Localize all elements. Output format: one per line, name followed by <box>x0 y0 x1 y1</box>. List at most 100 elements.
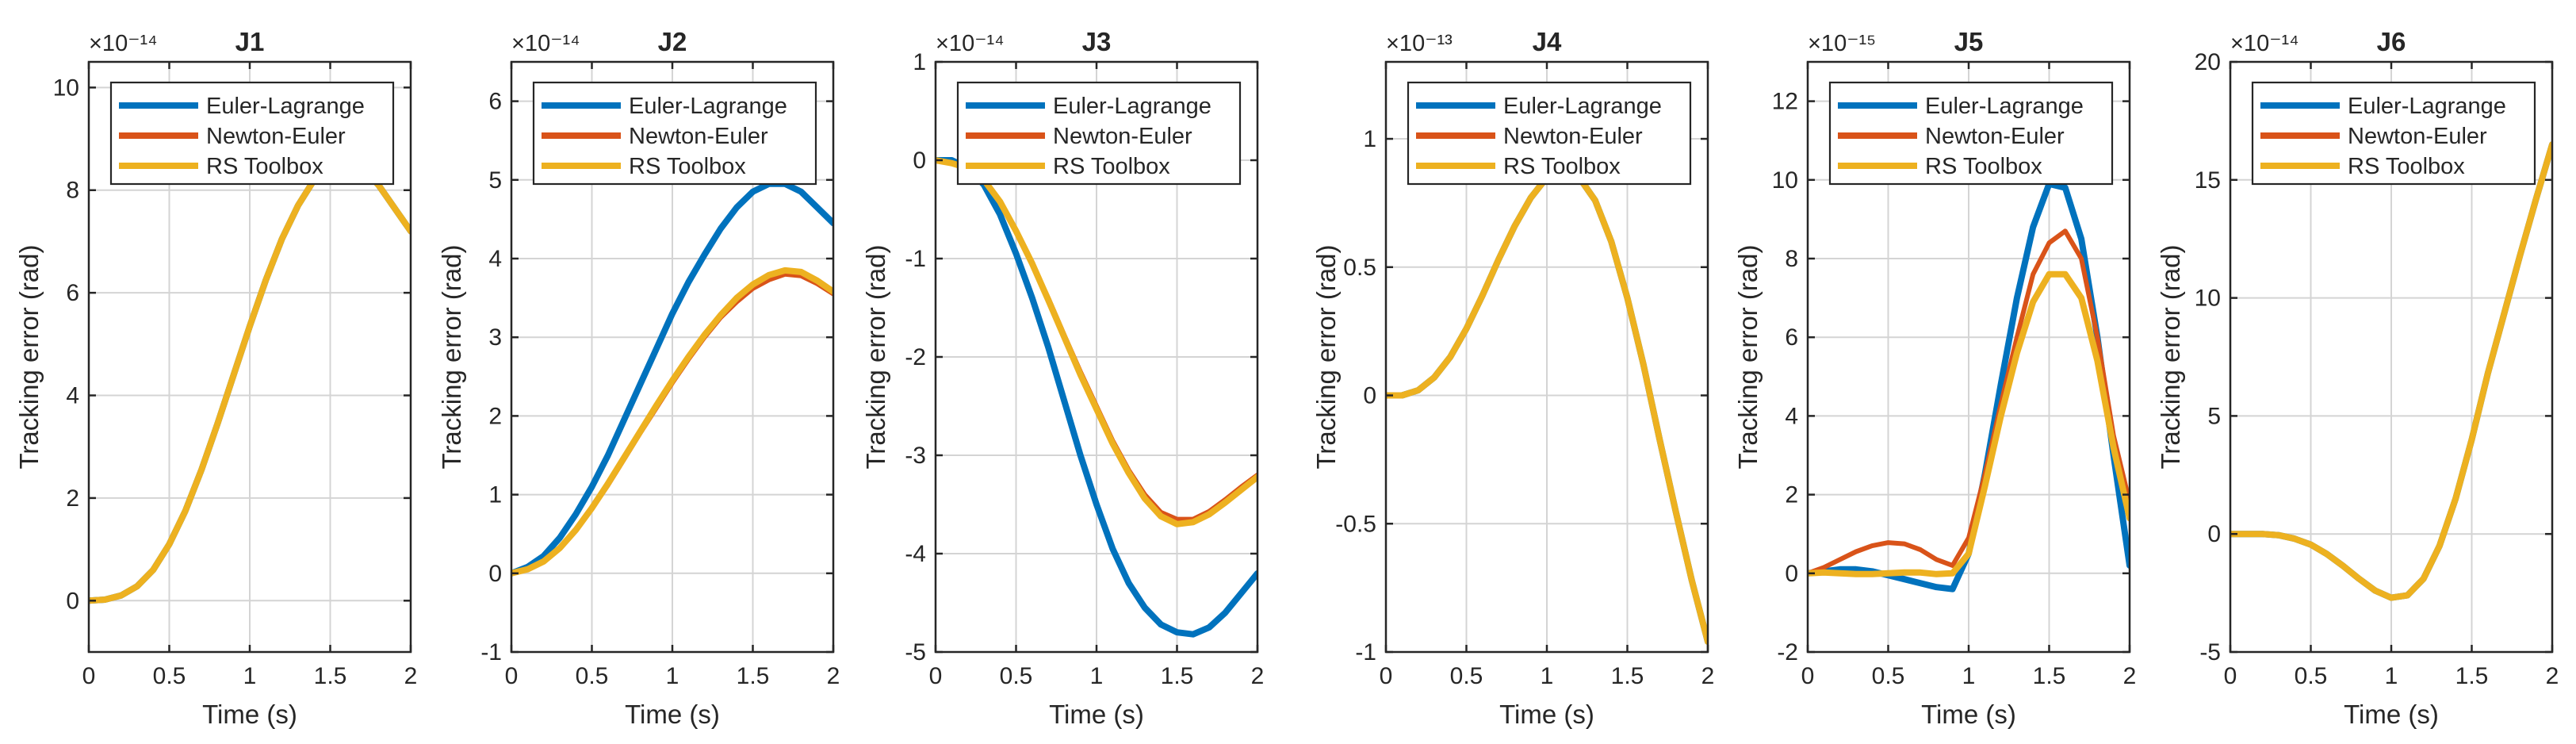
chart-2-xlabel: Time (s) <box>625 700 720 729</box>
chart-3-legend-label: RS Toolbox <box>1053 154 1170 179</box>
chart-6-ytick-label: 10 <box>2195 286 2221 312</box>
chart-5-xtick-label: 1 <box>1962 663 1976 689</box>
chart-1-xtick-label: 2 <box>404 663 418 689</box>
chart-5-ylabel: Tracking error (rad) <box>1733 245 1763 470</box>
chart-6-series-group <box>2230 141 2552 601</box>
chart-2-ytick-label: 3 <box>488 324 502 351</box>
chart-6-xtick-label: 0.5 <box>2295 663 2328 689</box>
chart-6-xtick-label: 1 <box>2385 663 2398 689</box>
chart-6-xtick-label: 1.5 <box>2455 663 2489 689</box>
chart-4-title: J4 <box>1533 27 1562 56</box>
chart-4-legend-label: Newton-Euler <box>1503 124 1643 149</box>
chart-5-ytick-label: 4 <box>1785 403 1798 429</box>
chart-2-xtick-label: 1.5 <box>737 663 770 689</box>
chart-4-xtick-label: 0.5 <box>1450 663 1483 689</box>
chart-2-ytick-label: 4 <box>488 246 502 272</box>
chart-1-ytick-label: 2 <box>66 485 79 512</box>
chart-4-xtick-label: 2 <box>1701 663 1715 689</box>
chart-1-ytick-label: 4 <box>66 383 79 409</box>
chart-5-ytick-label: 6 <box>1785 324 1798 351</box>
chart-1-xlabel: Time (s) <box>202 700 297 729</box>
chart-4-ytick-label: 1 <box>1363 126 1376 152</box>
chart-1-ytick-label: 10 <box>53 75 79 101</box>
chart-3-legend-label: Newton-Euler <box>1053 124 1192 149</box>
chart-5-legend-label: RS Toolbox <box>1925 154 2042 179</box>
chart-2-ytick-label: 5 <box>488 167 502 194</box>
chart-6-title: J6 <box>2377 27 2406 56</box>
chart-4-xtick-label: 1 <box>1541 663 1554 689</box>
chart-3-xtick-label: 1 <box>1090 663 1104 689</box>
chart-3-xtick-label: 1.5 <box>1161 663 1194 689</box>
chart-4-xtick-label: 0 <box>1380 663 1393 689</box>
chart-1-legend: Euler-Lagrange Newton-Euler RS Toolbox <box>109 81 395 186</box>
chart-5-ytick-label: 12 <box>1772 89 1798 115</box>
chart-5-exponent: ×10⁻¹⁵ <box>1808 31 1876 56</box>
chart-1-exponent: ×10⁻¹⁴ <box>89 31 158 56</box>
chart-5-xtick-label: 2 <box>2123 663 2137 689</box>
chart-3-series-euler-lagrange <box>936 157 1257 638</box>
chart-4-ytick-label: -1 <box>1355 639 1376 665</box>
chart-2-xtick-label: 0.5 <box>576 663 609 689</box>
chart-3-ytick-label: -3 <box>905 443 926 469</box>
chart-6-xtick-label: 2 <box>2546 663 2559 689</box>
chart-4-legend: Euler-Lagrange Newton-Euler RS Toolbox <box>1407 81 1692 186</box>
chart-5-xlabel: Time (s) <box>1921 700 2016 729</box>
chart-4-xtick-label: 1.5 <box>1611 663 1644 689</box>
chart-4-legend-label: RS Toolbox <box>1503 154 1621 179</box>
chart-5-ytick-label: 2 <box>1785 482 1798 508</box>
chart-3-ylabel: Tracking error (rad) <box>861 245 890 470</box>
chart-4: 0 0.5 1 1.5 2 -1 -0.5 0 0.5 1 ×10⁻¹³ J4 Time (s) Trac… <box>1311 27 1714 729</box>
chart-2-title: J2 <box>658 27 687 56</box>
chart-6-legend: Euler-Lagrange Newton-Euler RS Toolbox <box>2251 81 2536 186</box>
chart-2-legend-label: Euler-Lagrange <box>629 94 787 119</box>
chart-5-legend-label: Newton-Euler <box>1925 124 2065 149</box>
chart-2-series-rs-toolbox <box>511 267 833 577</box>
chart-2-ytick-label: 6 <box>488 89 502 115</box>
chart-1-ytick-label: 6 <box>66 280 79 306</box>
chart-3-exponent: ×10⁻¹⁴ <box>936 31 1005 56</box>
chart-3-ytick-label: 0 <box>913 148 926 174</box>
chart-6-ylabel: Tracking error (rad) <box>2156 245 2185 470</box>
chart-2-ytick-label: 2 <box>488 403 502 429</box>
chart-5-xtick-label: 0.5 <box>1872 663 1905 689</box>
chart-3-ytick-label: 1 <box>913 49 926 75</box>
chart-1-legend-label: Euler-Lagrange <box>206 94 365 119</box>
chart-1-ylabel: Tracking error (rad) <box>14 245 44 470</box>
chart-5-series-newton-euler <box>1808 228 2130 576</box>
chart-1-ytick-label: 0 <box>66 588 79 614</box>
chart-3-xlabel: Time (s) <box>1049 700 1144 729</box>
chart-5-ytick-label: -2 <box>1777 639 1798 665</box>
chart-3-legend-label: Euler-Lagrange <box>1053 94 1211 119</box>
chart-3-series-group <box>936 157 1257 638</box>
chart-1: 0 0.5 1 1.5 2 0 2 4 6 8 10 ×10⁻¹⁴ J1 Time (s) Tracking… <box>14 27 417 729</box>
chart-3-ytick-label: -2 <box>905 344 926 370</box>
chart-4-ylabel: Tracking error (rad) <box>1311 245 1341 470</box>
chart-6-legend-label: Newton-Euler <box>2348 124 2487 149</box>
chart-2-exponent: ×10⁻¹⁴ <box>511 31 580 56</box>
chart-2-ylabel: Tracking error (rad) <box>437 245 466 470</box>
chart-3: 0 0.5 1 1.5 2 -5 -4 -3 -2 -1 0 1 ×10⁻¹⁴ J3 Time (s) Tra… <box>861 27 1264 729</box>
chart-3-ytick-label: -4 <box>905 541 926 567</box>
chart-1-xtick-label: 1 <box>243 663 257 689</box>
chart-2-ytick-label: 1 <box>488 482 502 508</box>
chart-6-ytick-label: 0 <box>2207 521 2221 547</box>
chart-3-title: J3 <box>1082 27 1112 56</box>
chart-2-legend-label: RS Toolbox <box>629 154 746 179</box>
chart-6-ytick-label: 15 <box>2195 167 2221 194</box>
chart-2-legend-label: Newton-Euler <box>629 124 768 149</box>
chart-6-ytick-label: 20 <box>2195 49 2221 75</box>
chart-4-exponent: ×10⁻¹³ <box>1386 31 1453 56</box>
chart-3-ytick-label: -5 <box>905 639 926 665</box>
chart-2-xtick-label: 0 <box>505 663 519 689</box>
chart-2-xtick-label: 2 <box>827 663 840 689</box>
chart-4-ytick-label: 0.5 <box>1343 255 1376 281</box>
chart-3-xtick-label: 2 <box>1251 663 1265 689</box>
chart-5-title: J5 <box>1954 27 1984 56</box>
chart-5-legend-label: Euler-Lagrange <box>1925 94 2084 119</box>
chart-4-ytick-label: -0.5 <box>1335 511 1376 537</box>
chart-3-xtick-label: 0 <box>929 663 943 689</box>
